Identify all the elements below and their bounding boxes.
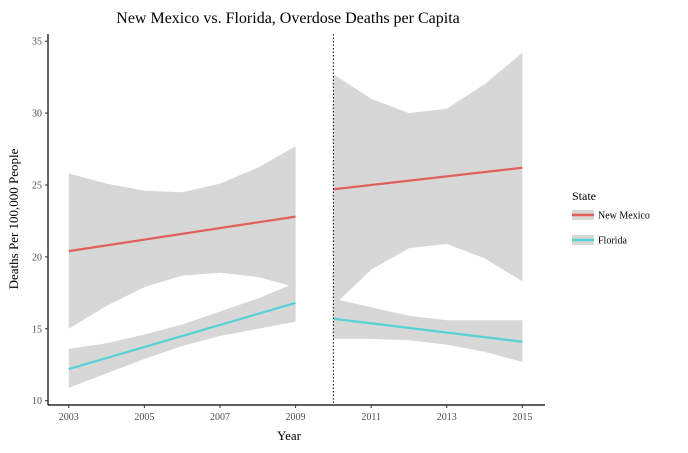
- y-axis-label: Deaths Per 100,000 People: [6, 148, 21, 289]
- new-mexico-fit-line-2: [333, 166, 523, 191]
- legend-title: State: [572, 189, 596, 203]
- x-tick-label-2011: 2011: [361, 412, 381, 423]
- florida-fit-line-1: [68, 301, 296, 371]
- x-ticks: 2003 2005 2007 2009 2011 2013 2015: [59, 405, 532, 423]
- fit-lines: [68, 166, 523, 371]
- new-mexico-fit-line-0: [68, 215, 296, 253]
- chart-title: New Mexico vs. Florida, Overdose Deaths …: [116, 10, 459, 27]
- legend-label-florida: Florida: [598, 236, 627, 247]
- x-tick-label-2009: 2009: [286, 412, 306, 423]
- legend-label-new-mexico: New Mexico: [598, 211, 650, 222]
- x-tick-label-2013: 2013: [437, 412, 457, 423]
- y-tick-label-25: 25: [32, 180, 42, 191]
- y-tick-label-15: 15: [32, 324, 42, 335]
- y-tick-label-30: 30: [32, 109, 42, 120]
- y-ticks: 10 15 20 25 30 35: [32, 37, 48, 407]
- confidence-bands: [68, 52, 523, 388]
- y-tick-label-35: 35: [32, 37, 42, 48]
- y-tick-label-10: 10: [32, 396, 42, 407]
- axes: [47, 34, 545, 406]
- x-tick-label-2007: 2007: [210, 412, 230, 423]
- legend: State New Mexico Florida: [572, 189, 650, 247]
- x-axis-label: Year: [277, 428, 302, 443]
- x-tick-label-2005: 2005: [134, 412, 154, 423]
- x-tick-label-2015: 2015: [512, 412, 532, 423]
- y-tick-label-20: 20: [32, 252, 42, 263]
- x-tick-label-2003: 2003: [59, 412, 79, 423]
- new-mexico-confidence-band-0: [68, 146, 296, 329]
- florida-fit-line-3: [333, 317, 523, 343]
